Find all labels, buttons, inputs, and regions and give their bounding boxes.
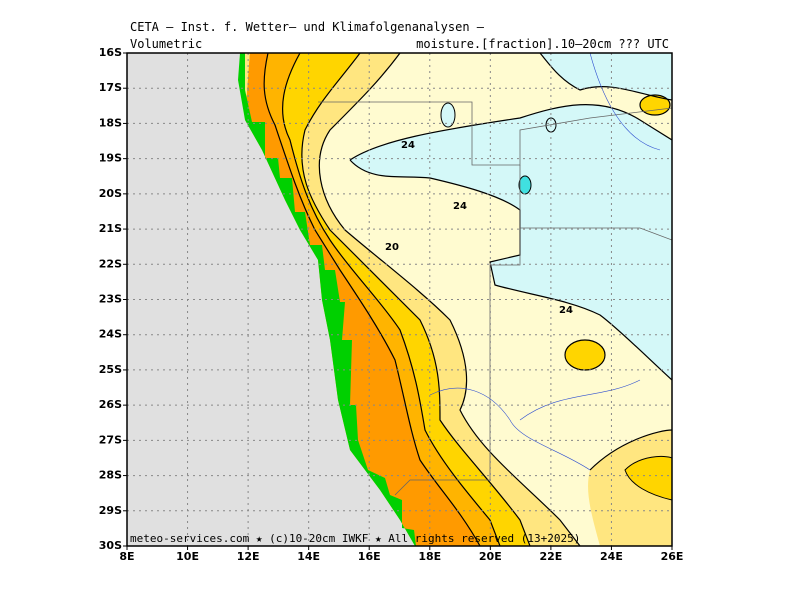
moisture-band — [245, 53, 480, 546]
header-left: Volumetric — [130, 37, 202, 51]
lat-label: 21S — [99, 222, 122, 235]
lat-label: 18S — [99, 116, 122, 129]
patch — [440, 102, 456, 128]
lat-label: 28S — [99, 469, 122, 482]
lon-label: 16E — [358, 550, 381, 563]
lat-label: 23S — [99, 293, 122, 306]
lon-label: 26E — [661, 550, 684, 563]
lon-label: 10E — [176, 550, 199, 563]
patch — [624, 456, 672, 501]
lat-label: 20S — [99, 187, 122, 200]
grid — [127, 53, 672, 546]
lon-label: 12E — [237, 550, 260, 563]
lat-label: 24S — [99, 328, 122, 341]
lon-label: 8E — [119, 550, 134, 563]
moisture-band — [245, 53, 500, 546]
lon-label: 22E — [539, 550, 562, 563]
lat-label: 25S — [99, 363, 122, 376]
header-box — [127, 37, 672, 52]
contour-label: 24 — [401, 140, 415, 151]
contour-label: 24 — [453, 201, 467, 212]
lon-label: 20E — [479, 550, 502, 563]
patch — [564, 339, 606, 371]
lat-label: 19S — [99, 152, 122, 165]
lat-label: 16S — [99, 46, 122, 59]
lat-label: 17S — [99, 81, 122, 94]
header-title: CETA — Inst. f. Wetter— und Klimafolgena… — [130, 20, 485, 34]
lat-label: 27S — [99, 433, 122, 446]
wet-region — [350, 104, 672, 380]
contour-label: 20 — [385, 242, 399, 253]
lat-label: 30S — [99, 539, 122, 552]
moisture-band — [245, 53, 580, 546]
patch — [518, 175, 532, 195]
lon-label: 24E — [600, 550, 623, 563]
lon-label: 14E — [297, 550, 320, 563]
header-right: moisture.[fraction].10–20cm ??? UTC — [416, 37, 669, 51]
moisture-band — [245, 53, 530, 546]
footer: meteo-services.com ★ (c)10-20cm IWKF ★ A… — [130, 532, 580, 545]
lat-label: 22S — [99, 257, 122, 270]
contour-label: 24 — [559, 305, 573, 316]
lat-label: 26S — [99, 398, 122, 411]
patch — [639, 94, 671, 116]
lat-label: 29S — [99, 504, 122, 517]
map — [126, 52, 673, 547]
lon-label: 18E — [418, 550, 441, 563]
